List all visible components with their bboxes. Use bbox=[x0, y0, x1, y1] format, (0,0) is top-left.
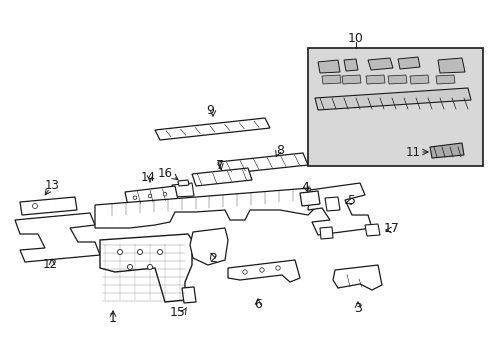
Polygon shape bbox=[178, 180, 189, 186]
Polygon shape bbox=[307, 183, 371, 235]
Text: 5: 5 bbox=[347, 194, 355, 207]
Polygon shape bbox=[341, 75, 360, 84]
Text: 16: 16 bbox=[157, 166, 172, 180]
Polygon shape bbox=[20, 197, 77, 215]
Polygon shape bbox=[397, 57, 419, 69]
Polygon shape bbox=[172, 183, 194, 197]
Polygon shape bbox=[367, 58, 392, 70]
Text: 3: 3 bbox=[353, 302, 361, 315]
Polygon shape bbox=[429, 143, 463, 158]
Polygon shape bbox=[319, 227, 332, 239]
Circle shape bbox=[259, 268, 264, 272]
Circle shape bbox=[137, 249, 142, 255]
Polygon shape bbox=[343, 59, 357, 71]
Polygon shape bbox=[227, 260, 299, 282]
Polygon shape bbox=[437, 58, 464, 73]
Text: 8: 8 bbox=[275, 144, 284, 157]
Polygon shape bbox=[190, 228, 227, 265]
Circle shape bbox=[275, 266, 280, 270]
Text: 11: 11 bbox=[405, 145, 420, 158]
Text: 6: 6 bbox=[254, 298, 262, 311]
Polygon shape bbox=[299, 191, 319, 206]
Polygon shape bbox=[182, 287, 196, 303]
Polygon shape bbox=[409, 75, 428, 84]
Polygon shape bbox=[314, 88, 470, 110]
Polygon shape bbox=[155, 118, 269, 140]
Polygon shape bbox=[325, 197, 339, 211]
Polygon shape bbox=[95, 188, 317, 228]
Text: 15: 15 bbox=[170, 306, 185, 319]
Text: 1: 1 bbox=[109, 311, 117, 324]
Circle shape bbox=[157, 249, 162, 255]
Text: 12: 12 bbox=[42, 258, 58, 271]
Circle shape bbox=[243, 270, 247, 274]
Polygon shape bbox=[218, 153, 307, 174]
Circle shape bbox=[127, 265, 132, 270]
Polygon shape bbox=[387, 75, 406, 84]
Polygon shape bbox=[192, 168, 251, 186]
Circle shape bbox=[117, 249, 122, 255]
Circle shape bbox=[148, 194, 151, 198]
Text: 4: 4 bbox=[301, 180, 308, 194]
Polygon shape bbox=[365, 75, 384, 84]
Circle shape bbox=[147, 265, 152, 270]
Polygon shape bbox=[125, 186, 178, 206]
Text: 13: 13 bbox=[44, 179, 60, 192]
Circle shape bbox=[163, 192, 166, 196]
Polygon shape bbox=[321, 75, 340, 84]
Text: 14: 14 bbox=[140, 171, 155, 184]
Text: 7: 7 bbox=[216, 158, 224, 171]
Text: 9: 9 bbox=[205, 104, 214, 117]
Circle shape bbox=[133, 196, 137, 199]
Text: 10: 10 bbox=[347, 32, 363, 45]
Polygon shape bbox=[100, 234, 192, 302]
Polygon shape bbox=[332, 265, 381, 290]
Polygon shape bbox=[317, 60, 339, 73]
Polygon shape bbox=[15, 213, 100, 262]
Polygon shape bbox=[364, 224, 379, 236]
Text: 2: 2 bbox=[209, 252, 217, 265]
Text: 17: 17 bbox=[383, 221, 399, 234]
Circle shape bbox=[32, 203, 38, 208]
Bar bbox=[307, 48, 482, 166]
Polygon shape bbox=[435, 75, 454, 84]
